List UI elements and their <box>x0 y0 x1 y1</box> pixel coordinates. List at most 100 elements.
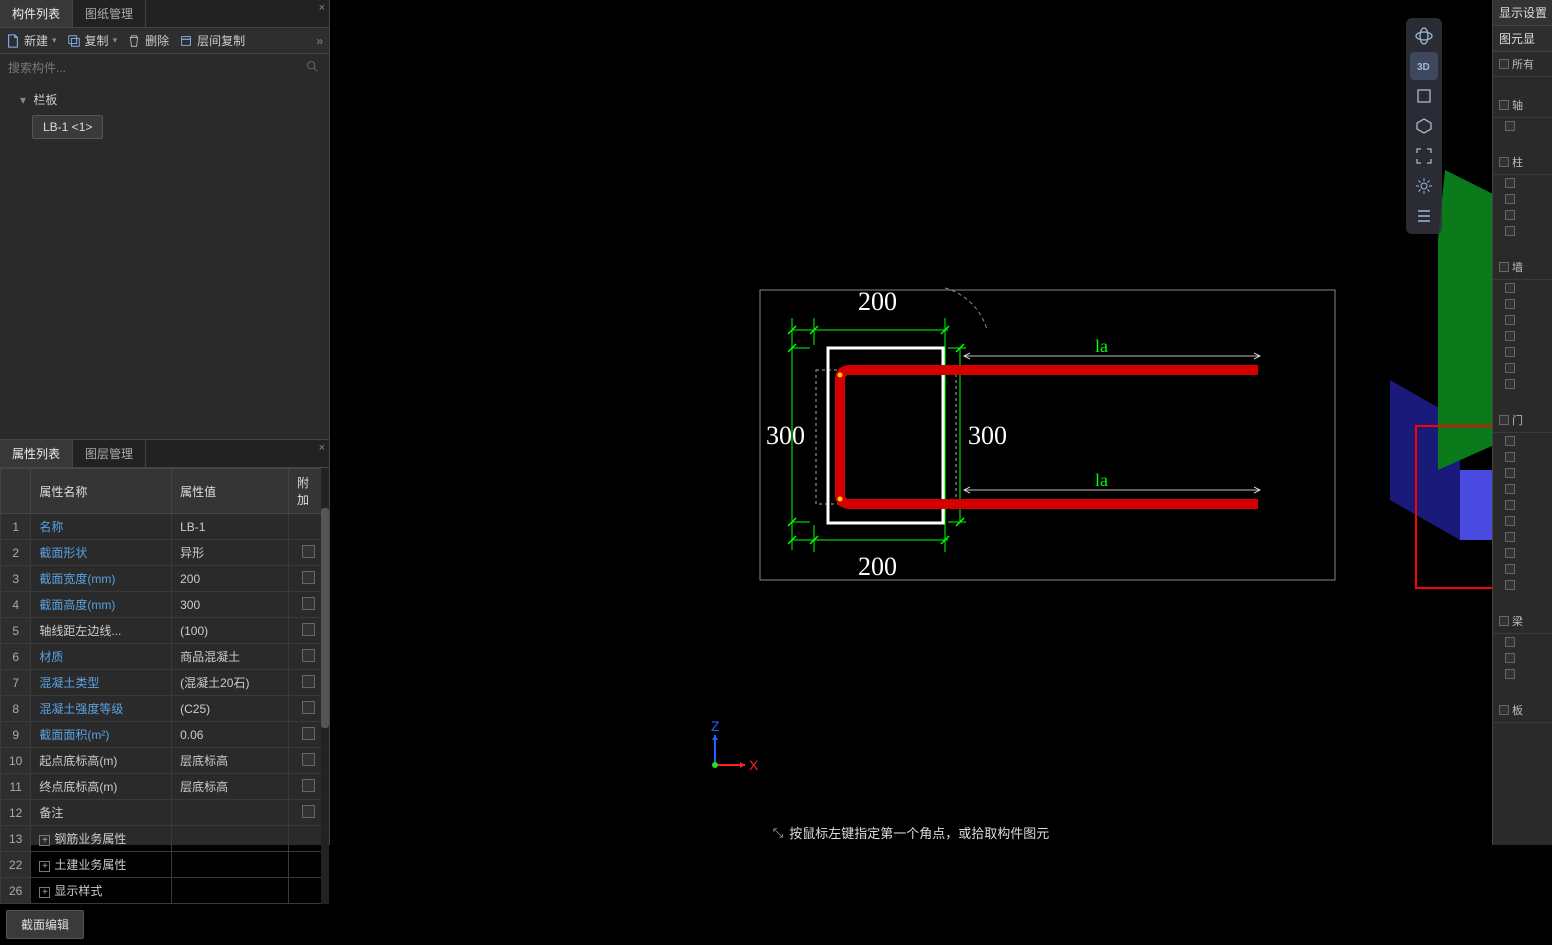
checkbox-icon[interactable] <box>1505 548 1515 558</box>
prop-value[interactable]: 异形 <box>172 540 289 566</box>
display-group[interactable]: 墙 <box>1493 255 1552 280</box>
checkbox-icon[interactable] <box>1505 532 1515 542</box>
prop-value[interactable]: 0.06 <box>172 722 289 748</box>
checkbox-icon[interactable] <box>1505 315 1515 325</box>
table-row[interactable]: 4截面高度(mm)300 <box>1 592 329 618</box>
display-item[interactable] <box>1493 223 1552 239</box>
settings-view-icon[interactable] <box>1410 172 1438 200</box>
display-group[interactable]: 门 <box>1493 408 1552 433</box>
checkbox-icon[interactable] <box>1505 653 1515 663</box>
checkbox-icon[interactable] <box>1505 283 1515 293</box>
display-item[interactable] <box>1493 634 1552 650</box>
prop-value[interactable]: 商品混凝土 <box>172 644 289 670</box>
prop-value[interactable]: (100) <box>172 618 289 644</box>
display-item[interactable] <box>1493 360 1552 376</box>
tab-component-list[interactable]: 构件列表 <box>0 0 73 27</box>
expand-icon[interactable]: + <box>39 861 50 872</box>
checkbox-icon[interactable] <box>302 545 315 558</box>
checkbox-icon[interactable] <box>1505 452 1515 462</box>
display-item[interactable] <box>1493 118 1552 134</box>
checkbox-icon[interactable] <box>1499 157 1509 167</box>
display-group[interactable]: 梁 <box>1493 609 1552 634</box>
checkbox-icon[interactable] <box>1505 347 1515 357</box>
new-button[interactable]: 新建 ▾ <box>6 32 57 49</box>
prop-value[interactable]: 200 <box>172 566 289 592</box>
checkbox-icon[interactable] <box>1505 210 1515 220</box>
checkbox-icon[interactable] <box>1505 194 1515 204</box>
expand-icon[interactable]: + <box>39 835 50 846</box>
checkbox-icon[interactable] <box>1505 121 1515 131</box>
tab-drawing-management[interactable]: 图纸管理 <box>73 0 146 27</box>
copy-button[interactable]: 复制 ▾ <box>67 32 118 49</box>
prop-value[interactable] <box>172 852 289 878</box>
checkbox-icon[interactable] <box>1505 331 1515 341</box>
table-row[interactable]: 6材质商品混凝土 <box>1 644 329 670</box>
close-icon[interactable]: × <box>319 2 325 14</box>
checkbox-icon[interactable] <box>1499 100 1509 110</box>
prop-value[interactable]: (C25) <box>172 696 289 722</box>
display-item[interactable] <box>1493 376 1552 392</box>
table-row[interactable]: 13+钢筋业务属性 <box>1 826 329 852</box>
table-row[interactable]: 1名称LB-1 <box>1 514 329 540</box>
view-iso-icon[interactable] <box>1410 112 1438 140</box>
checkbox-icon[interactable] <box>302 805 315 818</box>
search-input[interactable] <box>6 58 323 78</box>
close-icon[interactable]: × <box>319 442 325 454</box>
prop-value[interactable]: 层底标高 <box>172 774 289 800</box>
checkbox-icon[interactable] <box>302 571 315 584</box>
checkbox-icon[interactable] <box>1505 226 1515 236</box>
checkbox-icon[interactable] <box>1505 580 1515 590</box>
prop-value[interactable]: 层底标高 <box>172 748 289 774</box>
search-icon[interactable] <box>306 60 319 76</box>
layer-copy-button[interactable]: 层间复制 <box>179 32 245 49</box>
display-item[interactable] <box>1493 513 1552 529</box>
checkbox-icon[interactable] <box>1505 500 1515 510</box>
checkbox-icon[interactable] <box>1505 468 1515 478</box>
checkbox-icon[interactable] <box>1505 178 1515 188</box>
checkbox-icon[interactable] <box>1499 705 1509 715</box>
checkbox-icon[interactable] <box>1505 379 1515 389</box>
tab-layer-management[interactable]: 图层管理 <box>73 440 146 467</box>
checkbox-icon[interactable] <box>302 701 315 714</box>
checkbox-icon[interactable] <box>1499 59 1509 69</box>
prop-value[interactable]: 300 <box>172 592 289 618</box>
table-row[interactable]: 12备注 <box>1 800 329 826</box>
viewport[interactable]: 200300300200lalaXZ <box>330 0 1492 820</box>
checkbox-icon[interactable] <box>1505 299 1515 309</box>
toolbar-expand-icon[interactable]: » <box>316 34 323 48</box>
display-item[interactable] <box>1493 191 1552 207</box>
checkbox-icon[interactable] <box>1499 262 1509 272</box>
display-item[interactable] <box>1493 280 1552 296</box>
checkbox-icon[interactable] <box>302 779 315 792</box>
checkbox-icon[interactable] <box>1499 415 1509 425</box>
display-item[interactable] <box>1493 175 1552 191</box>
display-item[interactable] <box>1493 433 1552 449</box>
display-item[interactable] <box>1493 207 1552 223</box>
table-row[interactable]: 10起点底标高(m)层底标高 <box>1 748 329 774</box>
checkbox-icon[interactable] <box>302 753 315 766</box>
table-row[interactable]: 26+显示样式 <box>1 878 329 904</box>
prop-value[interactable] <box>172 826 289 852</box>
display-item[interactable] <box>1493 497 1552 513</box>
display-item[interactable] <box>1493 545 1552 561</box>
checkbox-icon[interactable] <box>1505 669 1515 679</box>
view-3d-icon[interactable]: 3D <box>1410 52 1438 80</box>
display-item[interactable] <box>1493 577 1552 593</box>
tree-item-lb1[interactable]: LB-1 <1> <box>32 115 103 139</box>
display-group[interactable]: 柱 <box>1493 150 1552 175</box>
orbit-icon[interactable] <box>1410 22 1438 50</box>
checkbox-icon[interactable] <box>302 597 315 610</box>
prop-value[interactable]: LB-1 <box>172 514 289 540</box>
table-row[interactable]: 22+土建业务属性 <box>1 852 329 878</box>
display-item[interactable] <box>1493 296 1552 312</box>
expand-icon[interactable]: + <box>39 887 50 898</box>
prop-value[interactable] <box>172 800 289 826</box>
display-item[interactable] <box>1493 529 1552 545</box>
display-item[interactable] <box>1493 481 1552 497</box>
table-row[interactable]: 7混凝土类型(混凝土20石) <box>1 670 329 696</box>
table-row[interactable]: 5轴线距左边线...(100) <box>1 618 329 644</box>
display-item[interactable] <box>1493 328 1552 344</box>
checkbox-icon[interactable] <box>1505 436 1515 446</box>
display-item[interactable] <box>1493 344 1552 360</box>
display-item[interactable] <box>1493 449 1552 465</box>
